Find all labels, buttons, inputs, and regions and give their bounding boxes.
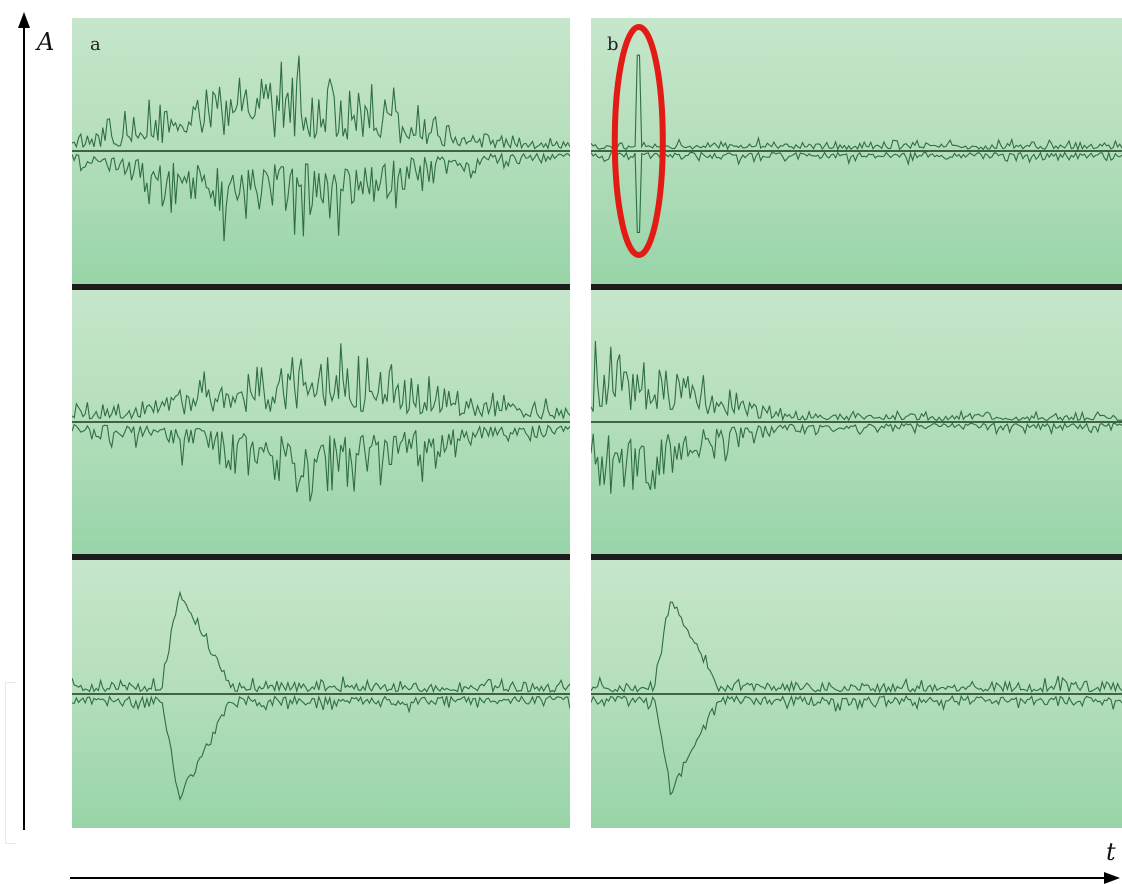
trace-lower [591,422,1122,494]
trace-lower [591,150,1122,233]
panel-plot-a-3 [72,560,570,828]
divider-a-1 [72,284,570,290]
trace-upper [591,340,1122,422]
divider-a-2 [72,554,570,560]
panel-label-a: a [90,34,101,55]
trace-upper [72,343,570,421]
trace-upper [72,590,570,694]
panel-plot-b-1 [591,18,1122,284]
panel-a-row-3 [72,560,570,828]
y-axis-arrowhead [18,12,30,28]
panel-plot-a-2 [72,290,570,554]
x-axis-arrowhead [1104,872,1120,884]
panel-b-row-1 [591,18,1122,284]
panel-label-b: b [607,34,619,55]
panel-plot-b-2 [591,290,1122,554]
panel-b-row-3 [591,560,1122,828]
panel-a-row-1 [72,18,570,284]
divider-b-1 [591,284,1122,290]
panel-a-row-2 [72,290,570,554]
divider-b-2 [591,554,1122,560]
panel-plot-b-3 [591,560,1122,828]
left-faint-bracket [5,682,16,844]
trace-lower [72,423,570,502]
trace-upper [72,55,570,151]
x-axis-label: t [1106,838,1116,866]
trace-lower [72,152,570,242]
y-axis-label: A [37,28,55,56]
trace-upper [591,601,1122,694]
trace-upper [591,54,1122,152]
trace-lower [591,694,1122,796]
panel-plot-a-1 [72,18,570,284]
panel-b-row-2 [591,290,1122,554]
trace-lower [72,694,570,801]
